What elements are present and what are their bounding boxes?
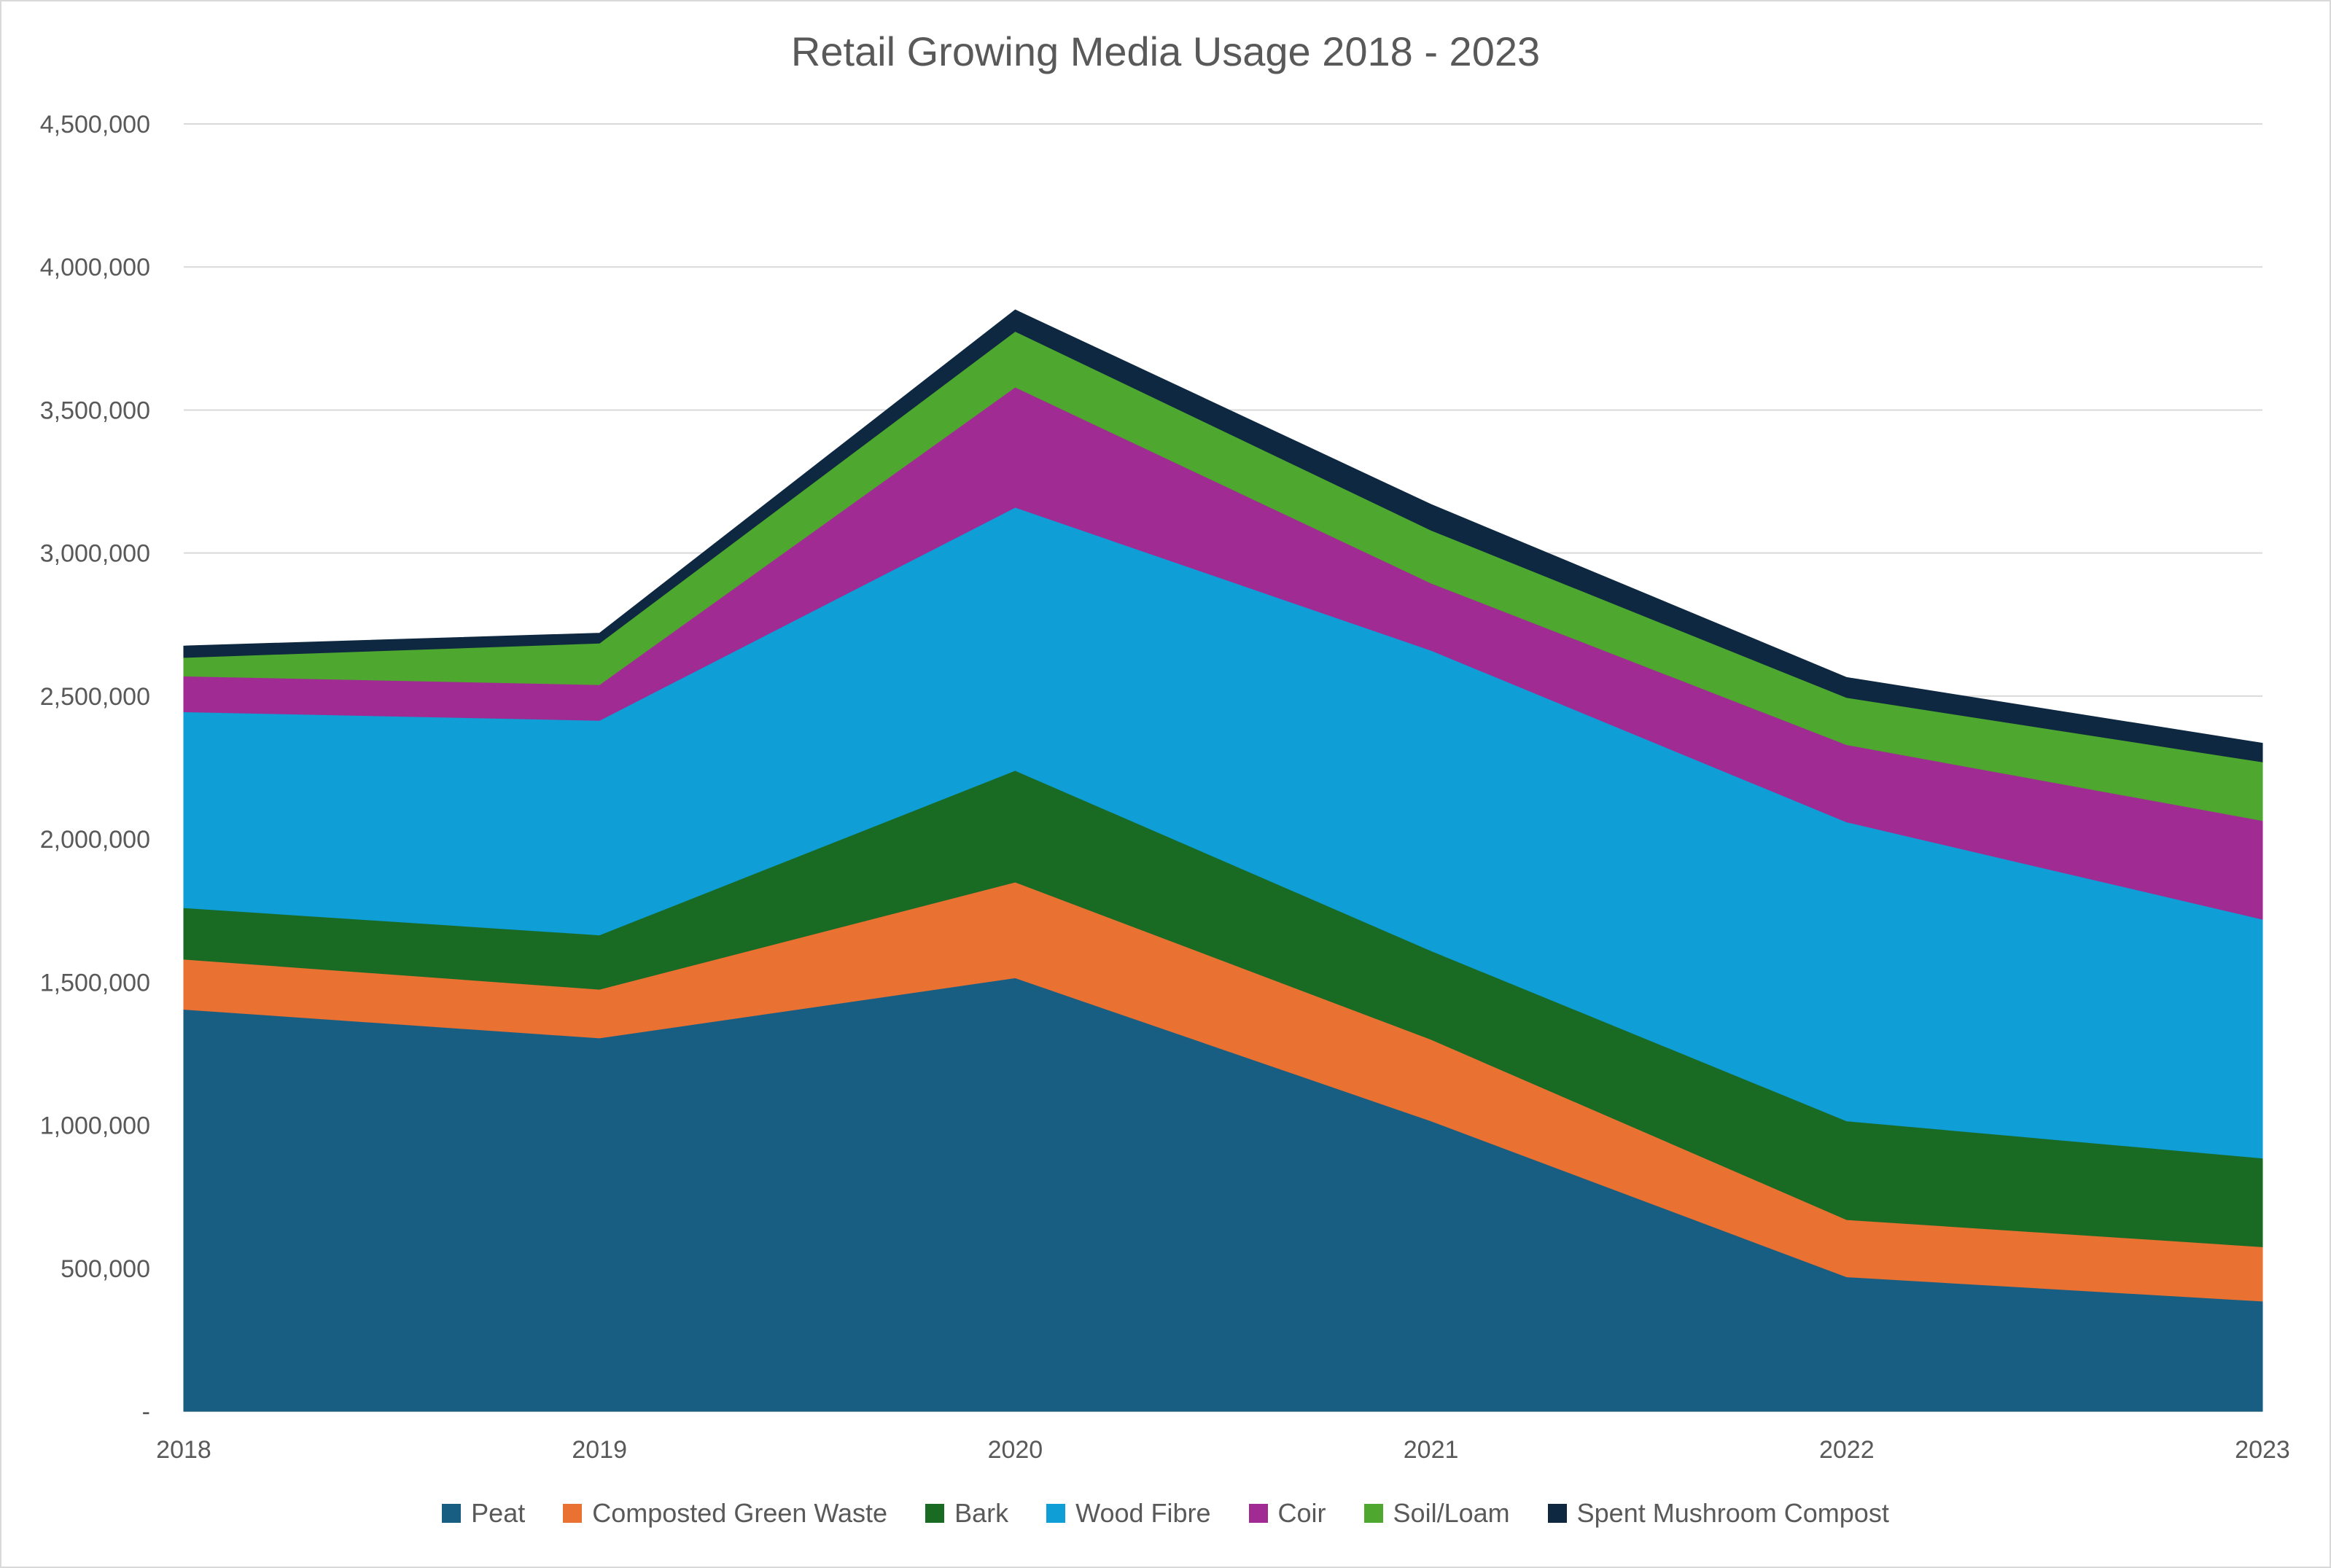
legend-label: Composted Green Waste — [592, 1498, 888, 1528]
legend-item: Peat — [442, 1498, 525, 1529]
legend-item: Coir — [1248, 1498, 1326, 1529]
legend-swatch — [442, 1504, 462, 1523]
legend-item: Composted Green Waste — [563, 1498, 887, 1529]
x-tick-label: 2020 — [988, 1436, 1043, 1464]
x-tick-label: 2021 — [1404, 1436, 1459, 1464]
y-tick-label: 4,000,000 — [40, 254, 150, 281]
legend-item: Spent Mushroom Compost — [1547, 1498, 1889, 1529]
legend-swatch — [1046, 1504, 1066, 1523]
y-tick-label: 2,000,000 — [40, 826, 150, 854]
legend-swatch — [1363, 1504, 1383, 1523]
x-tick-label: 2022 — [1819, 1436, 1875, 1464]
legend-swatch — [1547, 1504, 1567, 1523]
y-tick-label: 3,000,000 — [40, 540, 150, 568]
x-tick-label: 2019 — [572, 1436, 627, 1464]
y-tick-label: - — [142, 1398, 150, 1426]
legend-swatch — [925, 1504, 945, 1523]
x-axis-tick-labels: 2018 2019 2020 2021 2022 2023 — [156, 1436, 2290, 1464]
legend: Peat Composted Green Waste Bark Wood Fibre C… — [0, 1498, 2331, 1529]
legend-label: Bark — [954, 1498, 1009, 1528]
y-tick-label: 1,500,000 — [40, 969, 150, 996]
legend-label: Wood Fibre — [1075, 1498, 1211, 1528]
legend-item: Wood Fibre — [1046, 1498, 1211, 1529]
x-tick-label: 2018 — [156, 1436, 211, 1464]
legend-swatch — [1248, 1504, 1268, 1523]
y-tick-label: 500,000 — [61, 1255, 150, 1283]
legend-label: Coir — [1277, 1498, 1326, 1528]
legend-swatch — [563, 1504, 583, 1523]
y-tick-label: 2,500,000 — [40, 683, 150, 711]
y-tick-label: 4,500,000 — [40, 111, 150, 139]
y-axis-tick-labels: - 500,000 1,000,000 1,500,000 2,000,000 2,500… — [40, 111, 150, 1426]
chart-title: Retail Growing Media Usage 2018 - 2023 — [790, 28, 1541, 74]
x-tick-label: 2023 — [2235, 1436, 2290, 1464]
legend-label: Peat — [471, 1498, 526, 1528]
legend-item: Bark — [925, 1498, 1008, 1529]
legend-label: Spent Mushroom Compost — [1576, 1498, 1889, 1528]
stacked-areas — [183, 309, 2263, 1412]
y-tick-label: 1,000,000 — [40, 1112, 150, 1140]
legend-label: Soil/Loam — [1393, 1498, 1510, 1528]
legend-item: Soil/Loam — [1363, 1498, 1510, 1529]
area-spent-mushroom-compost — [183, 309, 2263, 762]
y-tick-label: 3,500,000 — [40, 397, 150, 424]
